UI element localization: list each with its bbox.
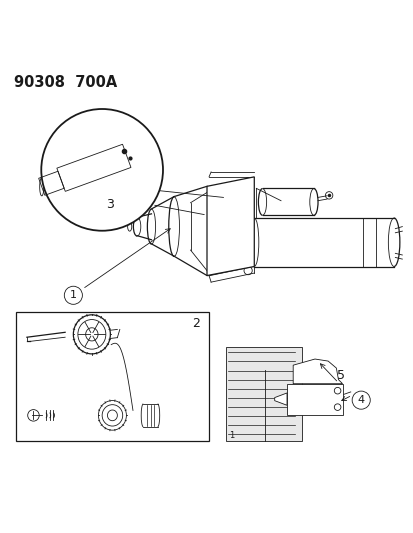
Circle shape: [334, 404, 340, 410]
Circle shape: [208, 187, 216, 196]
Polygon shape: [292, 359, 342, 384]
Circle shape: [325, 192, 332, 199]
Text: 90308  700A: 90308 700A: [14, 75, 117, 90]
Circle shape: [243, 177, 252, 186]
Circle shape: [243, 266, 252, 274]
Polygon shape: [274, 393, 286, 405]
Circle shape: [256, 421, 264, 429]
Bar: [225, 346, 301, 441]
Circle shape: [208, 259, 216, 268]
Circle shape: [351, 391, 369, 409]
Text: 1: 1: [70, 290, 77, 300]
Text: 1: 1: [228, 431, 234, 440]
Text: 2: 2: [192, 317, 199, 330]
Circle shape: [64, 286, 82, 304]
Bar: [286, 384, 342, 415]
Circle shape: [256, 365, 264, 374]
Circle shape: [231, 421, 239, 429]
Text: 5: 5: [336, 369, 344, 382]
Circle shape: [334, 387, 340, 394]
Text: 3: 3: [106, 198, 114, 211]
Bar: [16, 312, 209, 441]
Circle shape: [41, 109, 163, 231]
Text: 4: 4: [357, 395, 364, 405]
Circle shape: [231, 365, 239, 374]
Polygon shape: [206, 177, 254, 276]
